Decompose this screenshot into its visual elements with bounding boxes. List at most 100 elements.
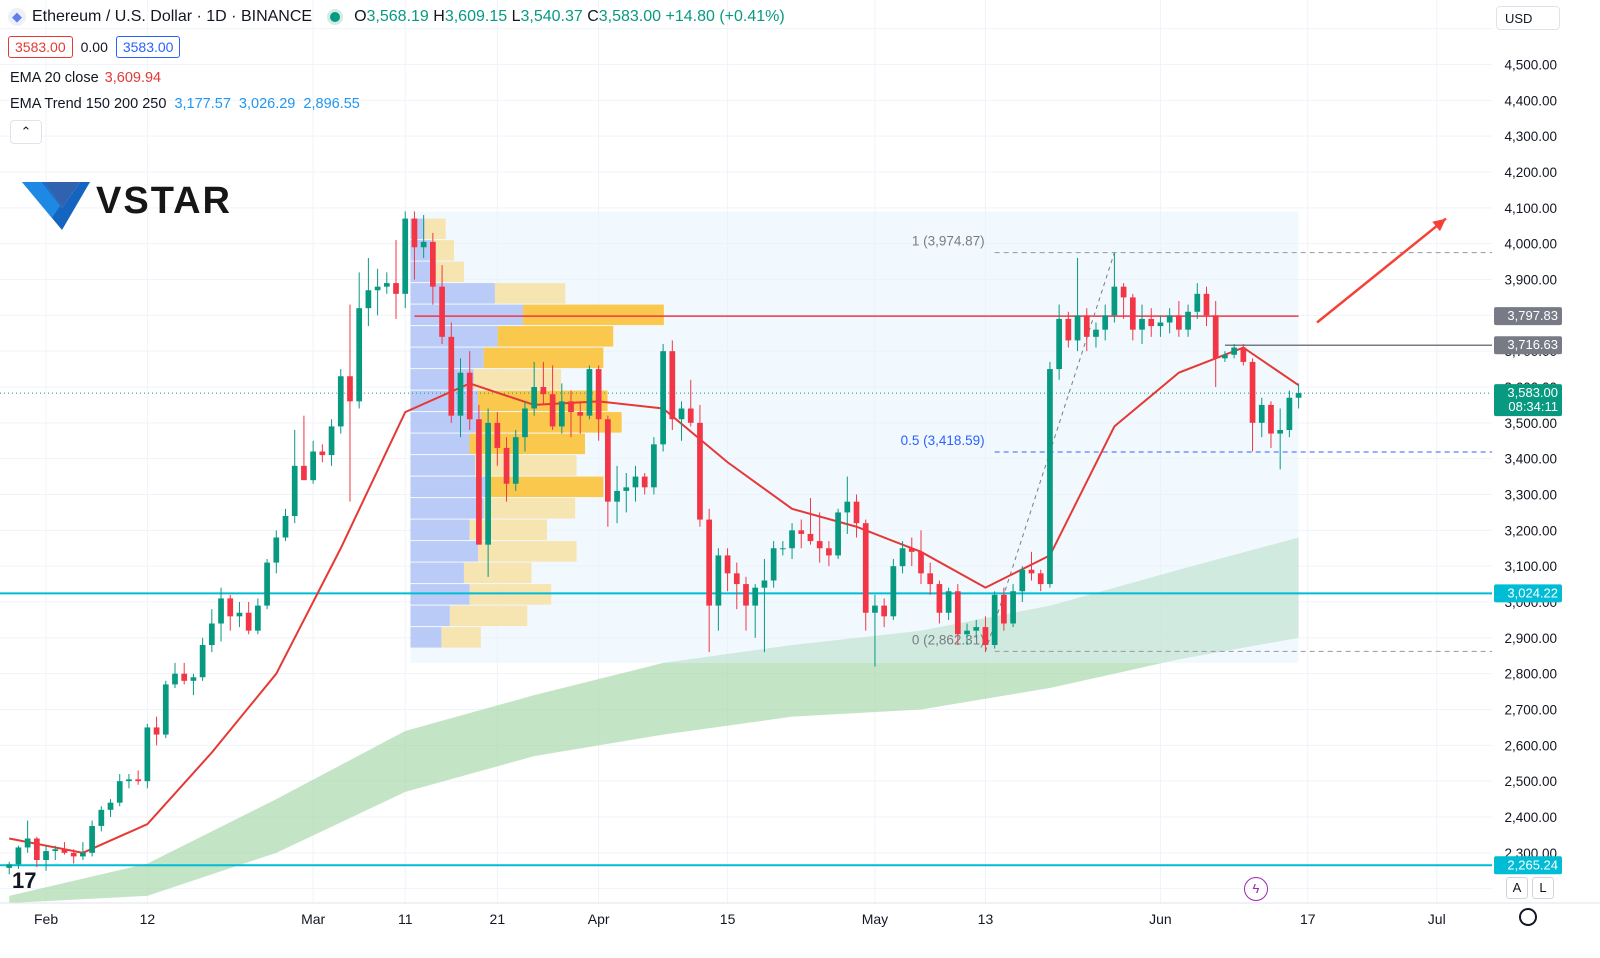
candle-body [669,351,676,420]
volume-profile-bar-down [523,304,664,326]
volume-profile-bar-up [410,605,450,627]
y-tick-label: 3,200.00 [1504,523,1557,538]
candle-body [577,412,584,416]
symbol-title[interactable]: Ethereum / U.S. Dollar · 1D · BINANCE [32,8,313,25]
ohlc-values: O3,568.19 H3,609.15 L3,540.37 C3,583.00 … [354,8,785,25]
candle-body [779,548,786,550]
candle-body [964,630,970,635]
time-axis[interactable]: Feb 12 Mar 11 21 Apr 15 May 13 Jun 17 Jul [0,902,1600,927]
low-value: 3,540.37 [520,8,583,25]
price-axis[interactable]: 2,300.002,400.002,500.002,600.002,700.00… [1504,58,1557,861]
volume-profile-bar-up [410,562,464,584]
volume-profile-bar-up [410,347,484,369]
price-tag-support-lower [1494,856,1562,875]
auto-scale-button[interactable]: A [1506,877,1528,899]
candle-body [733,573,740,585]
y-tick-label: 2,700.00 [1504,703,1557,718]
candle-body [1231,347,1237,355]
candle-body [457,372,464,416]
price-tag-text-resistance: 3,797.83 [1507,308,1558,323]
volume-profile-bar-down [494,283,566,304]
fib-level-label: 1 (3,974.87) [912,234,985,249]
x-tick-label: 21 [490,911,506,927]
candle-body [80,852,86,857]
chevron-up-icon[interactable]: ⌃ [10,120,42,144]
candle-body [973,627,980,631]
volume-profile-bar-up [410,455,476,476]
market-status-icon [330,12,341,22]
candle-body [190,677,197,681]
candle-body [70,852,77,857]
volume-profile-bar-up [410,283,495,304]
candle-body [98,809,105,826]
log-scale-button[interactable]: L [1532,877,1554,899]
candle-body [135,779,142,782]
volume-profile-bar-down [478,390,608,412]
candle-body [6,864,13,868]
price-tag-text-current-price: 3,583.00 [1507,385,1558,400]
candle-body [1037,573,1044,585]
ema20-legend[interactable]: EMA 20 close 3,609.94 [10,70,162,86]
candle-body [890,566,897,617]
y-tick-label: 4,500.00 [1504,58,1557,73]
bid-ask-row: 3583.00 0.00 3583.00 [8,36,181,58]
y-tick-label: 4,400.00 [1504,93,1557,108]
vstar-v-icon [22,182,90,230]
candle-body [853,501,860,524]
candle-body [503,447,510,484]
ethereum-icon: ◆ [8,8,26,26]
volume-profile-bar-up [410,584,470,605]
candle-body [172,673,178,685]
x-tick-label: 15 [720,911,736,927]
buy-price-button[interactable]: 3583.00 [115,36,181,58]
candle-body [1028,569,1035,574]
symbol-header: ◆ Ethereum / U.S. Dollar · 1D · BINANCE … [8,8,785,26]
lightning-icon[interactable]: ϟ [1244,877,1268,901]
tradingview-logo[interactable]: 17 [12,868,37,893]
projection-arrow[interactable] [1316,217,1447,324]
candle-body [420,241,427,248]
candle-body [954,591,961,635]
vstar-logo: VSTAR [96,180,232,222]
candle-body [908,548,915,552]
sell-price-button[interactable]: 3583.00 [8,36,73,58]
candle-body [558,401,565,427]
x-tick-label: Jul [1428,911,1446,927]
candle-body [927,573,934,585]
candle-body [789,530,795,549]
spread-value: 0.00 [80,39,108,55]
y-tick-label: 3,100.00 [1504,559,1557,574]
candle-body [1129,297,1136,330]
volume-profile-bar-up [410,476,488,498]
change-value: +14.80 (+0.41%) [665,8,785,25]
candle-body [328,426,335,456]
y-tick-label: 3,500.00 [1504,416,1557,431]
candle-body [310,451,316,481]
candle-body [844,501,851,513]
candle-body [494,422,501,448]
currency-selector[interactable]: USD [1496,6,1560,30]
candle-body [162,684,169,735]
high-value: 3,609.15 [444,8,508,25]
candle-body [273,537,280,563]
y-tick-label: 3,300.00 [1504,488,1557,503]
candle-body [208,623,215,645]
volume-profile-bar-up [410,498,484,519]
y-tick-label: 2,800.00 [1504,667,1557,682]
candle-body [255,605,261,631]
candle-body [245,612,252,631]
candle-body [1166,315,1173,323]
volume-profile-bar-up [410,627,442,648]
candle-body [89,825,95,853]
candle-body [1268,404,1274,434]
ema-trend-legend[interactable]: EMA Trend 150 200 250 3,177.57 3,026.29 … [10,96,360,112]
settings-icon[interactable] [1519,908,1537,926]
candle-body [393,283,399,294]
candle-body [651,444,657,488]
candle-body [660,351,666,445]
volume-profile-bar-down [483,498,576,519]
candle-body [623,487,630,491]
candle-body [356,308,363,402]
price-tag-support-upper [1494,584,1562,603]
